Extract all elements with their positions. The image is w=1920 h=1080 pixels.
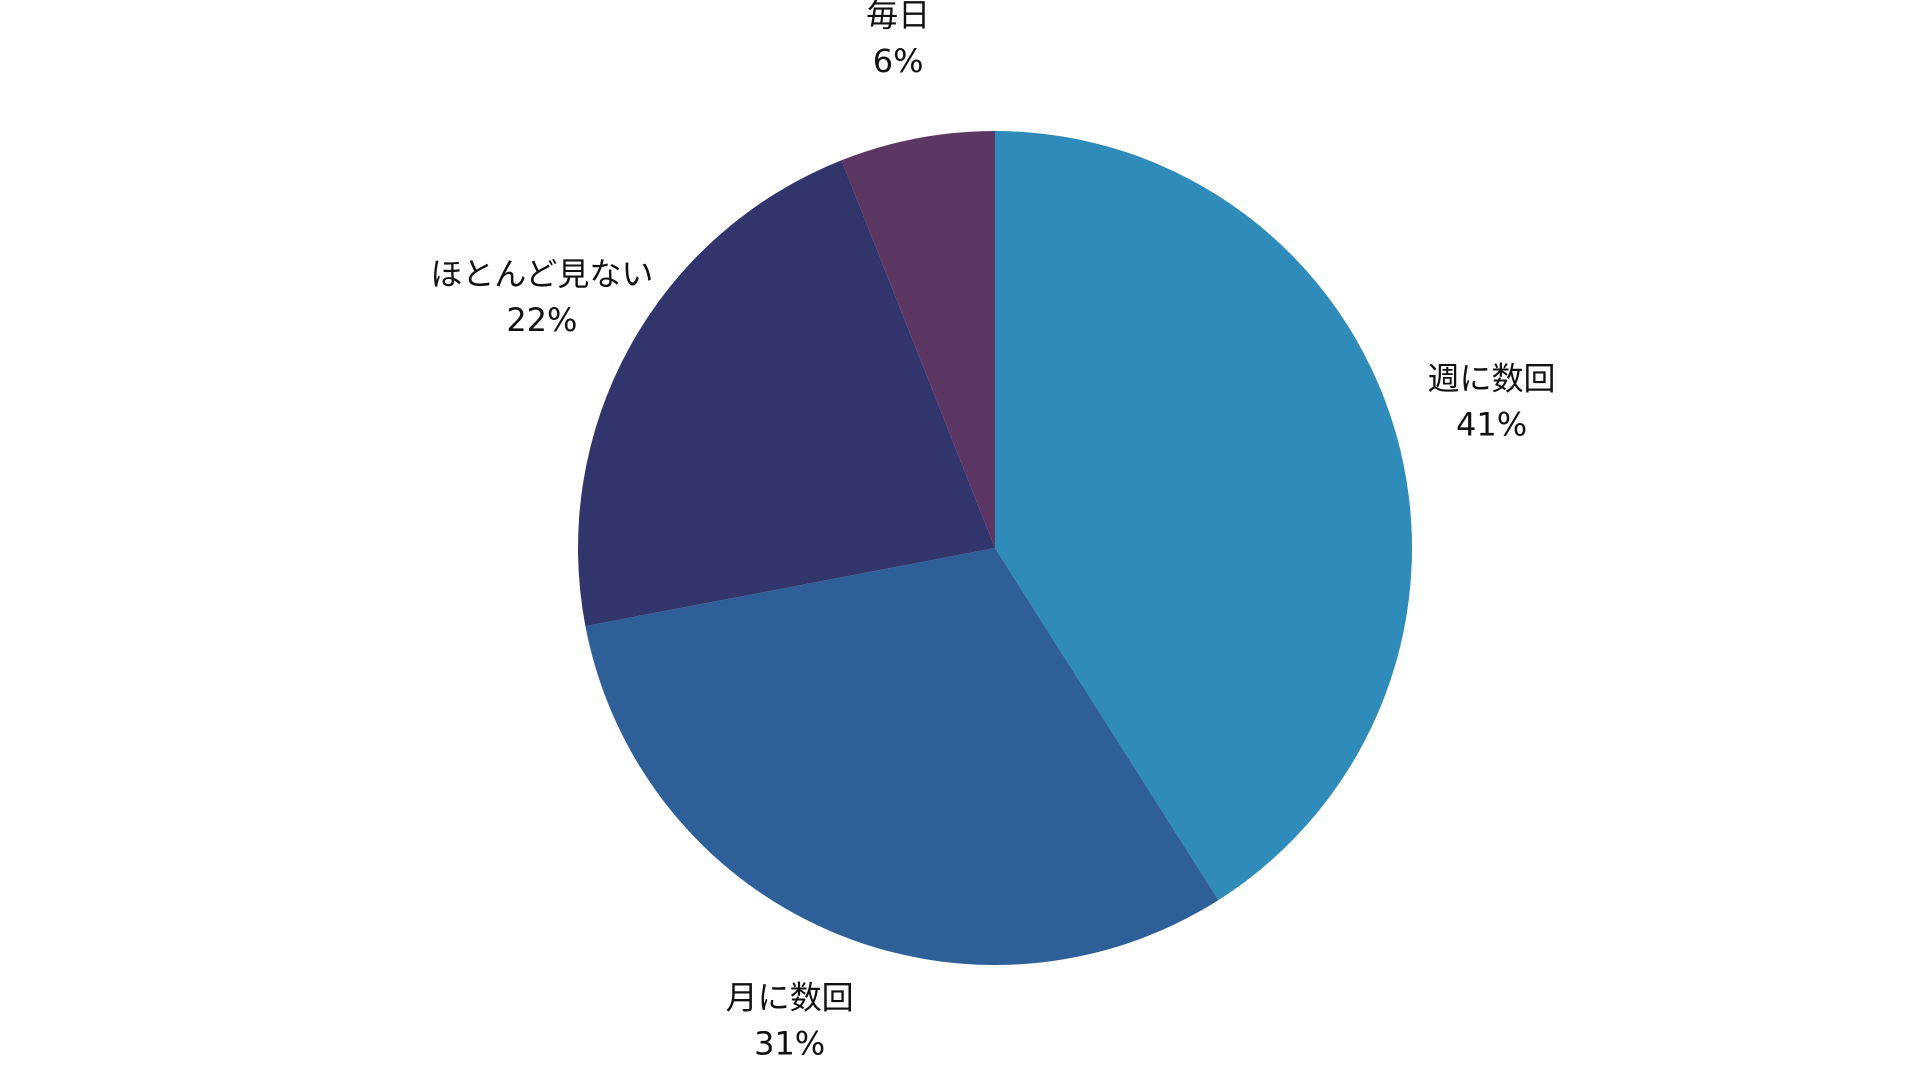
slice-value: 6% bbox=[873, 42, 924, 80]
slice-value: 22% bbox=[506, 301, 577, 339]
slice-value: 31% bbox=[754, 1025, 825, 1063]
pie-slice bbox=[578, 160, 995, 627]
slice-label: 月に数回 bbox=[726, 979, 854, 1017]
pie-slice bbox=[585, 548, 1219, 965]
slice-label: 週に数回 bbox=[1428, 360, 1556, 398]
pie-slice bbox=[841, 131, 995, 548]
slice-value: 41% bbox=[1456, 406, 1527, 444]
slice-label: ほとんど見ない bbox=[430, 255, 653, 293]
slice-label: 毎日 bbox=[866, 0, 930, 34]
pie-slice bbox=[995, 131, 1412, 901]
